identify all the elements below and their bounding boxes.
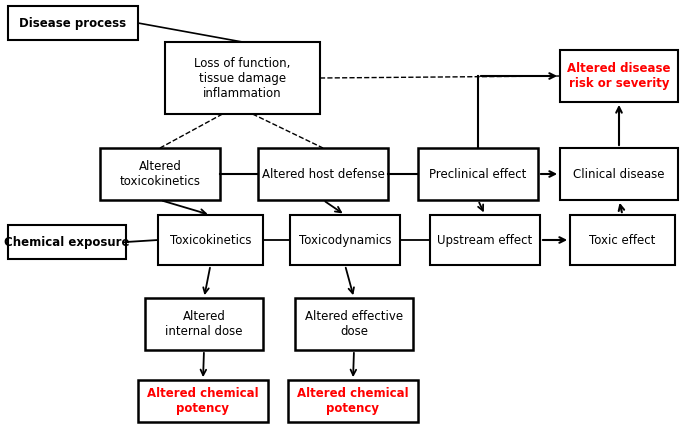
Bar (290, 215, 400, 265)
Bar (138, 380, 268, 422)
Text: Altered chemical
potency: Altered chemical potency (147, 387, 259, 415)
Bar (560, 148, 678, 200)
Text: Altered
toxicokinetics: Altered toxicokinetics (119, 160, 201, 188)
Bar (560, 50, 678, 102)
Text: Altered
internal dose: Altered internal dose (165, 310, 242, 338)
Text: Chemical exposure: Chemical exposure (4, 235, 129, 249)
Bar (295, 298, 413, 350)
Bar (145, 298, 263, 350)
Bar (8, 6, 138, 40)
Text: Toxicodynamics: Toxicodynamics (299, 234, 391, 247)
Bar (158, 215, 263, 265)
Bar (288, 380, 418, 422)
Bar (8, 225, 126, 259)
Bar (100, 148, 220, 200)
Text: Loss of function,
tissue damage
inflammation: Loss of function, tissue damage inflamma… (195, 56, 290, 99)
Bar (570, 215, 675, 265)
Text: Altered disease
risk or severity: Altered disease risk or severity (567, 62, 671, 90)
Text: Preclinical effect: Preclinical effect (429, 167, 527, 181)
Text: Altered host defense: Altered host defense (262, 167, 384, 181)
Text: Upstream effect: Upstream effect (438, 234, 533, 247)
Text: Altered effective
dose: Altered effective dose (305, 310, 403, 338)
Text: Altered chemical
potency: Altered chemical potency (297, 387, 409, 415)
Text: Toxicokinetics: Toxicokinetics (170, 234, 251, 247)
Bar (418, 148, 538, 200)
Text: Clinical disease: Clinical disease (573, 167, 664, 181)
Bar (258, 148, 388, 200)
Text: Toxic effect: Toxic effect (589, 234, 656, 247)
Bar (430, 215, 540, 265)
Bar (165, 42, 320, 114)
Text: Disease process: Disease process (19, 17, 127, 30)
